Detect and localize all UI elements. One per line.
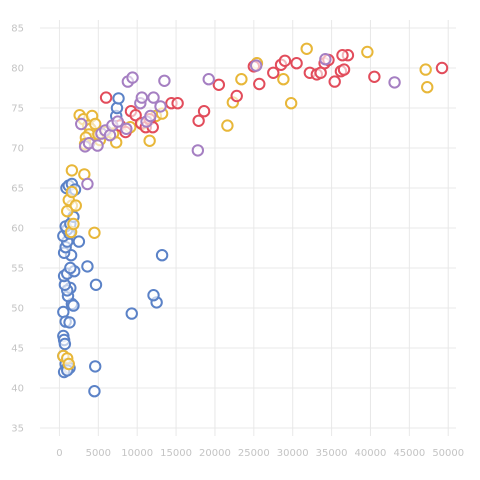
data-point [249,59,263,72]
data-point [300,42,313,55]
data-point [126,71,139,84]
data-point [192,114,205,128]
data-point [125,307,138,320]
y-tick-label: 35 [11,424,24,435]
x-tick-label: 10000 [121,448,153,459]
data-point [58,337,72,351]
y-tick-label: 85 [11,24,24,35]
y-tick-label: 40 [11,384,24,395]
data-point [284,97,298,110]
x-tick-label: 30000 [277,448,309,459]
data-point [202,73,215,86]
gridlines [40,20,456,436]
data-point [120,122,133,136]
data-point [421,81,434,94]
data-point [171,97,184,110]
x-axis-ticks: 0 5000 10000 15000 20000 25000 30000 35000 40000… [56,448,464,459]
data-point [81,260,94,273]
y-tick-label: 65 [11,184,24,195]
x-tick-label: 40000 [355,448,387,459]
data-point [111,115,124,128]
y-tick-label: 75 [11,104,24,115]
data-point [337,63,351,76]
data-point [278,54,292,67]
data-point [368,70,381,84]
x-tick-label: 25000 [238,448,270,459]
data-point [91,139,104,152]
data-point [89,360,102,373]
x-tick-label: 0 [56,448,62,459]
x-tick-label: 15000 [160,448,192,459]
data-point [277,73,290,86]
data-point [72,235,86,248]
y-tick-label: 70 [11,144,24,155]
data-point [67,217,80,231]
data-point [147,289,160,302]
x-tick-label: 5000 [86,448,111,459]
data-point [143,134,156,148]
data-point [191,144,205,157]
data-point [67,299,80,312]
data-point [81,177,94,191]
data-point [88,385,101,398]
data-point [89,278,103,291]
data-point [63,316,76,329]
data-point [69,199,82,212]
data-point [197,105,211,118]
data-point [99,91,113,104]
data-point [75,117,88,131]
y-tick-label: 50 [11,304,24,315]
data-point [144,109,157,123]
data-point [61,205,74,218]
data-point [235,73,248,86]
data-point [267,66,280,80]
x-tick-label: 45000 [393,448,425,459]
series-1 [57,42,434,371]
data-point [419,63,432,76]
data-point [147,91,160,104]
data-point [290,57,303,70]
data-points [57,42,449,398]
x-tick-label: 50000 [432,448,464,459]
data-point [388,76,401,89]
x-tick-label: 35000 [316,448,348,459]
data-point [230,89,243,103]
data-point [65,164,79,177]
data-point [62,357,75,371]
data-point [158,74,171,88]
y-tick-label: 80 [11,64,24,75]
y-tick-label: 55 [11,264,24,275]
data-point [155,249,169,262]
data-point [221,119,234,132]
data-point [336,49,349,62]
y-axis-ticks: 35 40 45 50 55 60 65 70 75 80 85 [11,24,24,435]
data-point [112,92,125,105]
data-point [435,61,449,75]
y-tick-label: 60 [11,224,24,235]
data-point [319,53,332,66]
data-point [253,77,266,91]
data-point [88,226,101,240]
data-point [154,100,167,113]
data-point [135,91,149,104]
series-3 [75,53,401,191]
x-tick-label: 20000 [199,448,231,459]
data-point [328,75,341,88]
data-point [65,185,79,199]
y-tick-label: 45 [11,344,24,355]
data-point [89,117,102,131]
data-point [64,261,77,275]
data-point [212,78,226,92]
data-point [361,45,374,59]
